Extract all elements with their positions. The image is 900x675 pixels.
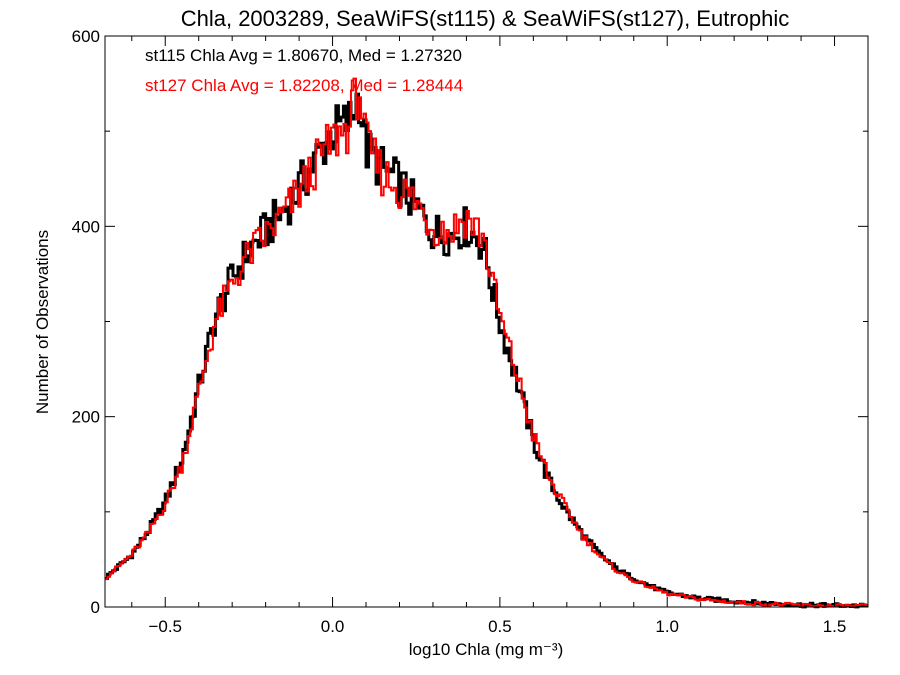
x-axis-label: log10 Chla (mg m⁻³): [409, 640, 563, 659]
st115-stats-annotation: st115 Chla Avg = 1.80670, Med = 1.27320: [145, 46, 462, 65]
x-tick-label: 0.5: [488, 617, 512, 636]
x-tick-label: 0.0: [321, 617, 345, 636]
x-tick-label: 1.0: [655, 617, 679, 636]
y-tick-label: 400: [72, 217, 100, 236]
st127-stats-annotation: st127 Chla Avg = 1.82208, Med = 1.28444: [145, 76, 463, 95]
y-tick-label: 600: [72, 27, 100, 46]
x-tick-label: 1.5: [823, 617, 847, 636]
ticks-layer: −0.5 0.0 0.5 1.0 1.5 0 200 400 600: [72, 27, 869, 636]
y-tick-label: 200: [72, 408, 100, 427]
y-tick-label: 0: [91, 598, 100, 617]
y-axis-label: Number of Observations: [33, 230, 52, 414]
chart-title: Chla, 2003289, SeaWiFS(st115) & SeaWiFS(…: [181, 6, 790, 31]
series-st127-step-line: [105, 77, 868, 608]
x-tick-label: −0.5: [148, 617, 182, 636]
series-layer: [105, 77, 868, 609]
